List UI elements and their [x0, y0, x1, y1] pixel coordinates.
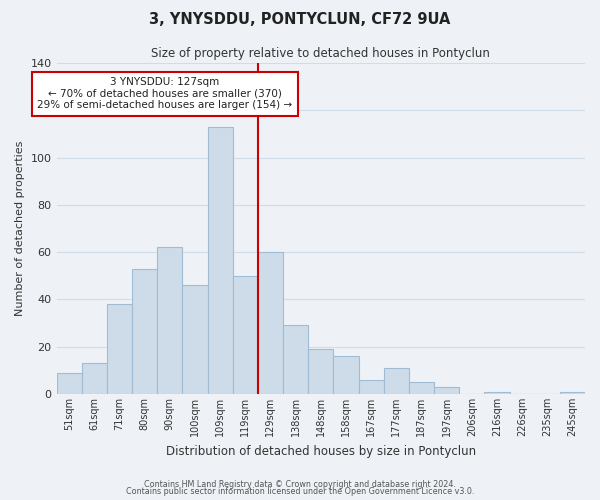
Bar	[383, 368, 409, 394]
Bar	[283, 326, 308, 394]
Bar	[409, 382, 434, 394]
Text: 3 YNYSDDU: 127sqm
← 70% of detached houses are smaller (370)
29% of semi-detache: 3 YNYSDDU: 127sqm ← 70% of detached hous…	[37, 77, 292, 110]
Bar	[334, 356, 359, 394]
Y-axis label: Number of detached properties: Number of detached properties	[15, 141, 25, 316]
Bar	[132, 268, 157, 394]
Bar	[258, 252, 283, 394]
Bar	[484, 392, 509, 394]
Bar	[233, 276, 258, 394]
Bar	[434, 387, 459, 394]
Bar	[208, 127, 233, 394]
Bar	[56, 372, 82, 394]
Text: Contains HM Land Registry data © Crown copyright and database right 2024.: Contains HM Land Registry data © Crown c…	[144, 480, 456, 489]
Bar	[82, 364, 107, 394]
Bar	[107, 304, 132, 394]
Bar	[157, 248, 182, 394]
Text: 3, YNYSDDU, PONTYCLUN, CF72 9UA: 3, YNYSDDU, PONTYCLUN, CF72 9UA	[149, 12, 451, 28]
Bar	[359, 380, 383, 394]
Bar	[308, 349, 334, 394]
Bar	[182, 286, 208, 394]
Text: Contains public sector information licensed under the Open Government Licence v3: Contains public sector information licen…	[126, 487, 474, 496]
X-axis label: Distribution of detached houses by size in Pontyclun: Distribution of detached houses by size …	[166, 444, 476, 458]
Title: Size of property relative to detached houses in Pontyclun: Size of property relative to detached ho…	[151, 48, 490, 60]
Bar	[560, 392, 585, 394]
